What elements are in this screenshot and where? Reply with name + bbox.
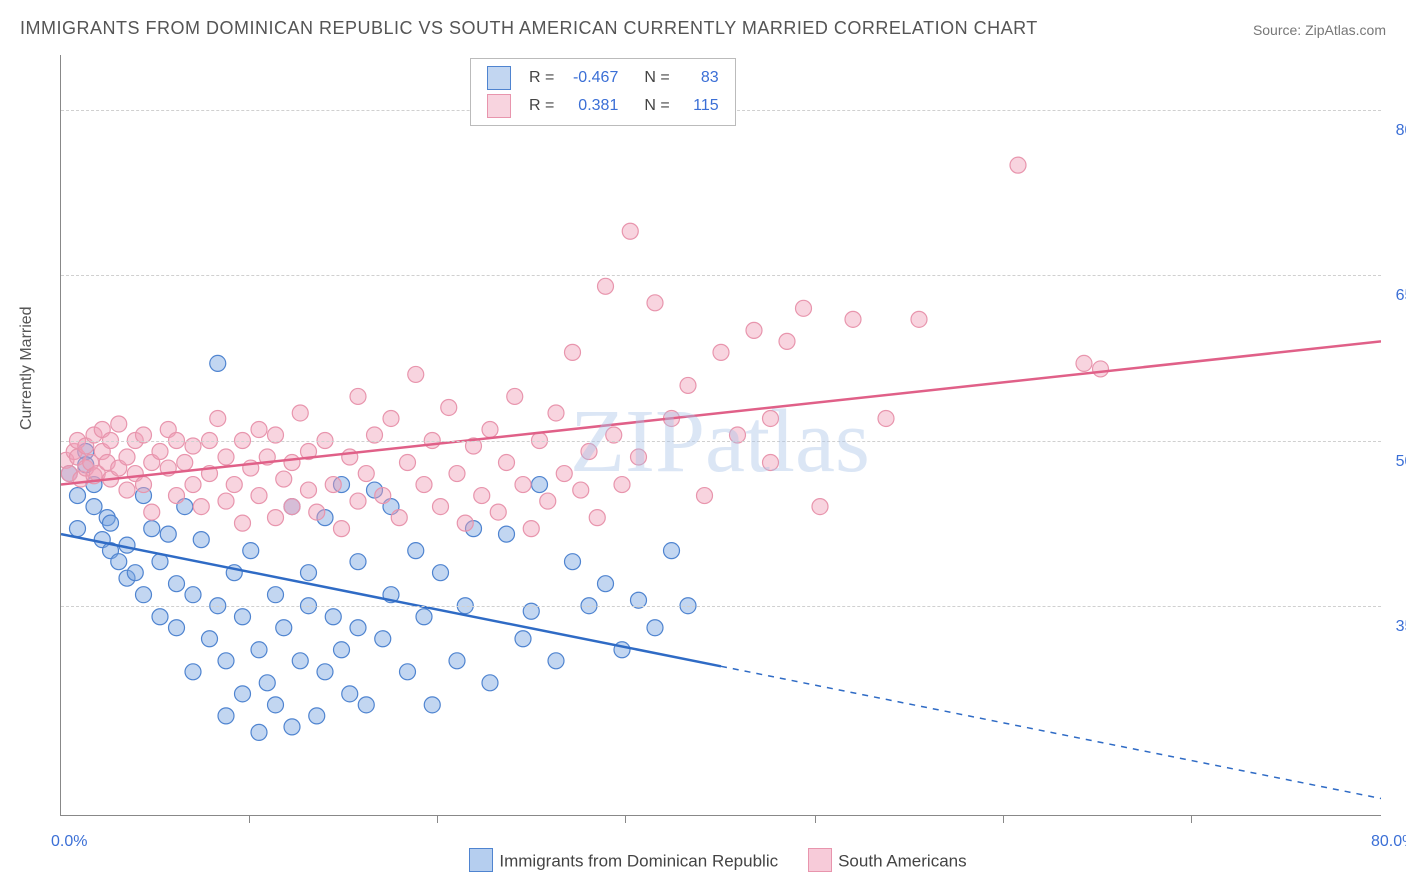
source-label: Source: bbox=[1253, 22, 1301, 38]
legend-swatch bbox=[469, 848, 493, 872]
correlation-legend: R =-0.467N =83R =0.381N =115 bbox=[470, 58, 736, 126]
series-legend: Immigrants from Dominican Republic South … bbox=[0, 850, 1406, 874]
legend-swatch bbox=[808, 848, 832, 872]
source-attribution: Source: ZipAtlas.com bbox=[1253, 22, 1386, 38]
y-tick-label: 50.0% bbox=[1396, 453, 1406, 471]
legend-row: R =-0.467N =83 bbox=[481, 65, 725, 91]
x-tick-label: 0.0% bbox=[51, 833, 87, 851]
x-tick-mark bbox=[1191, 815, 1192, 823]
x-tick-mark bbox=[1003, 815, 1004, 823]
legend-label: South Americans bbox=[838, 851, 967, 870]
y-axis-label: Currently Married bbox=[18, 306, 36, 430]
gridline bbox=[61, 441, 1381, 442]
chart-plot-area: 35.0%50.0%65.0%80.0%0.0%80.0% bbox=[60, 55, 1381, 816]
chart-svg bbox=[61, 55, 1381, 815]
x-tick-mark bbox=[437, 815, 438, 823]
y-tick-label: 65.0% bbox=[1396, 287, 1406, 305]
legend-row: R =0.381N =115 bbox=[481, 93, 725, 119]
y-tick-label: 80.0% bbox=[1396, 122, 1406, 140]
x-tick-mark bbox=[625, 815, 626, 823]
legend-label: Immigrants from Dominican Republic bbox=[499, 851, 778, 870]
x-tick-mark bbox=[815, 815, 816, 823]
source-link[interactable]: ZipAtlas.com bbox=[1305, 22, 1386, 38]
y-tick-label: 35.0% bbox=[1396, 618, 1406, 636]
gridline bbox=[61, 606, 1381, 607]
chart-title: IMMIGRANTS FROM DOMINICAN REPUBLIC VS SO… bbox=[20, 18, 1038, 39]
gridline bbox=[61, 275, 1381, 276]
x-tick-mark bbox=[249, 815, 250, 823]
x-tick-label: 80.0% bbox=[1371, 833, 1406, 851]
